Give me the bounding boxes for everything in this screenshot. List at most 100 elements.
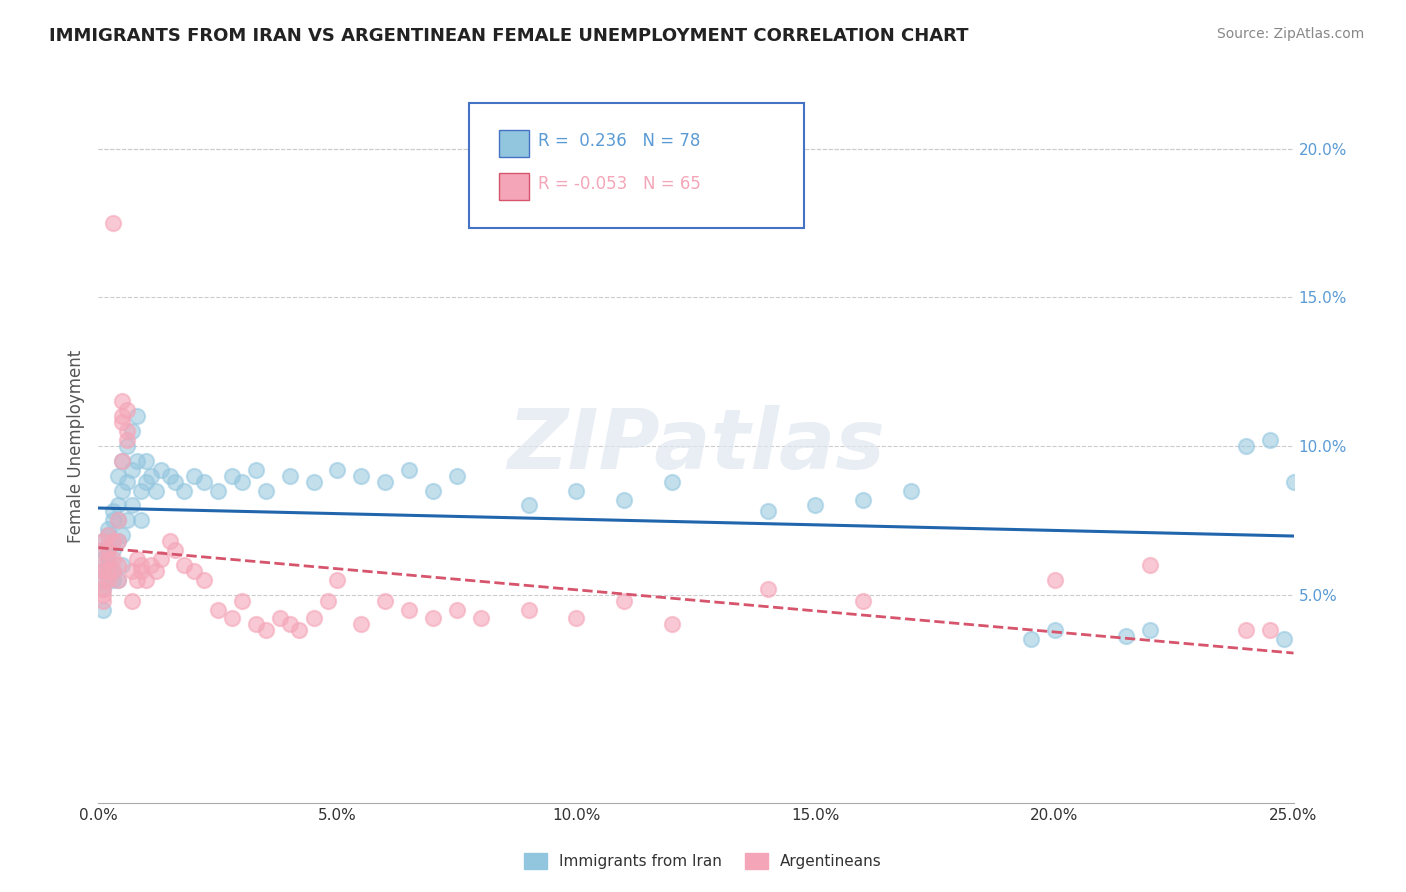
Point: [517, 602, 540, 616]
Point: [1258, 624, 1281, 638]
Point: [91, 534, 114, 549]
Point: [111, 394, 134, 409]
Point: [135, 454, 157, 468]
Point: [91, 543, 114, 558]
Text: IMMIGRANTS FROM IRAN VS ARGENTINEAN FEMALE UNEMPLOYMENT CORRELATION CHART: IMMIGRANTS FROM IRAN VS ARGENTINEAN FEMA…: [49, 27, 969, 45]
Point: [97, 543, 120, 558]
Point: [446, 602, 468, 616]
Point: [125, 409, 148, 424]
Point: [131, 558, 153, 572]
Point: [221, 468, 243, 483]
Point: [97, 573, 120, 587]
Point: [316, 593, 339, 607]
Point: [193, 475, 215, 489]
Point: [1043, 573, 1066, 587]
Point: [111, 483, 134, 498]
Point: [149, 463, 172, 477]
Point: [398, 463, 420, 477]
Point: [111, 454, 134, 468]
Point: [97, 528, 120, 542]
Point: [131, 513, 153, 527]
Point: [101, 564, 124, 578]
Point: [91, 588, 114, 602]
Point: [163, 475, 186, 489]
Point: [135, 573, 157, 587]
Text: R =  0.236   N = 78: R = 0.236 N = 78: [538, 132, 700, 150]
Point: [91, 582, 114, 596]
Point: [565, 483, 588, 498]
Point: [139, 468, 162, 483]
Point: [254, 624, 277, 638]
Point: [121, 424, 143, 438]
Point: [422, 611, 444, 625]
Point: [374, 593, 396, 607]
Point: [115, 424, 138, 438]
Point: [1043, 624, 1066, 638]
Point: [91, 534, 114, 549]
Point: [125, 454, 148, 468]
Point: [125, 573, 148, 587]
Point: [1019, 632, 1042, 647]
Point: [661, 617, 683, 632]
Point: [900, 483, 922, 498]
Point: [97, 522, 120, 536]
Point: [107, 573, 129, 587]
Point: [121, 463, 143, 477]
Point: [107, 573, 129, 587]
Point: [101, 504, 124, 518]
Point: [91, 543, 114, 558]
Point: [107, 513, 129, 527]
Point: [1115, 629, 1137, 643]
Point: [159, 468, 181, 483]
Point: [115, 439, 138, 453]
Point: [193, 573, 215, 587]
Point: [107, 534, 129, 549]
Y-axis label: Female Unemployment: Female Unemployment: [66, 350, 84, 542]
Point: [254, 483, 277, 498]
Point: [121, 499, 143, 513]
Point: [852, 492, 875, 507]
Point: [97, 552, 120, 566]
Point: [145, 483, 167, 498]
Point: [115, 475, 138, 489]
Point: [422, 483, 444, 498]
Point: [97, 528, 120, 542]
Point: [145, 564, 167, 578]
Point: [91, 552, 114, 566]
Point: [1139, 558, 1161, 572]
Point: [101, 552, 124, 566]
Point: [350, 617, 373, 632]
Point: [1282, 475, 1305, 489]
Point: [91, 573, 114, 587]
Point: [115, 403, 138, 417]
Point: [107, 534, 129, 549]
Point: [221, 611, 243, 625]
Point: [91, 558, 114, 572]
Point: [115, 433, 138, 447]
Point: [278, 468, 301, 483]
Point: [97, 543, 120, 558]
Point: [115, 513, 138, 527]
Point: [245, 463, 267, 477]
Point: [326, 573, 349, 587]
Point: [125, 552, 148, 566]
Point: [91, 573, 114, 587]
Point: [91, 602, 114, 616]
Point: [565, 611, 588, 625]
Point: [183, 468, 205, 483]
Point: [517, 499, 540, 513]
Point: [135, 475, 157, 489]
Point: [97, 564, 120, 578]
Point: [269, 611, 291, 625]
Point: [101, 216, 124, 230]
Point: [245, 617, 267, 632]
Point: [302, 475, 325, 489]
Point: [91, 564, 114, 578]
Point: [101, 564, 124, 578]
Point: [613, 593, 636, 607]
Legend: Immigrants from Iran, Argentineans: Immigrants from Iran, Argentineans: [517, 847, 889, 875]
Point: [91, 582, 114, 596]
Point: [91, 564, 114, 578]
Text: Source: ZipAtlas.com: Source: ZipAtlas.com: [1216, 27, 1364, 41]
Point: [446, 468, 468, 483]
